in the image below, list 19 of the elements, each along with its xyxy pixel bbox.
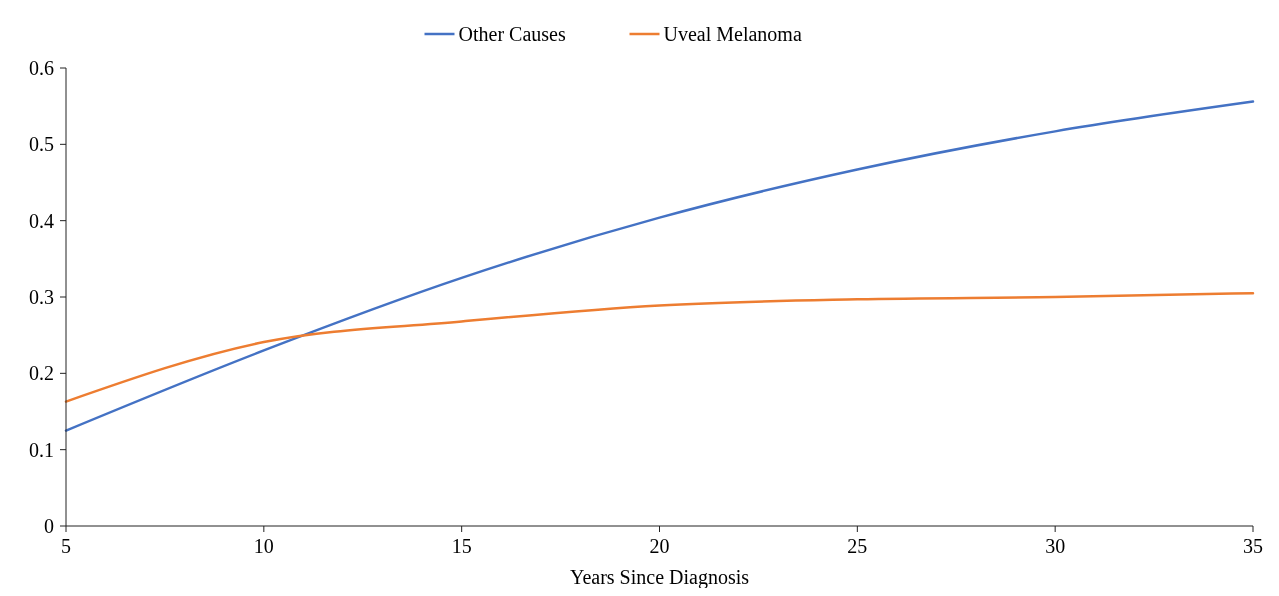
x-tick-label: 20	[649, 535, 670, 557]
x-tick-label: 35	[1243, 535, 1263, 557]
y-tick-label: 0.1	[29, 438, 54, 461]
y-tick-label: 0.2	[29, 362, 54, 385]
y-tick-label: 0.3	[29, 286, 54, 308]
legend-label: Uveal Melanoma	[663, 23, 802, 45]
y-tick-label: 0.4	[29, 209, 54, 232]
x-tick-label: 30	[1045, 535, 1066, 557]
x-tick-label: 10	[253, 535, 274, 557]
x-tick-label: 25	[847, 535, 868, 557]
x-tick-label: 5	[61, 535, 71, 557]
line-series	[64, 100, 1255, 432]
legend-label: Other Causes	[458, 23, 566, 45]
y-tick-label: 0.6	[29, 57, 54, 79]
x-axis-title: Years Since Diagnosis	[569, 566, 750, 589]
y-tick-label: 0	[44, 515, 54, 537]
line-series	[64, 291, 1255, 403]
y-tick-label: 0.5	[29, 133, 54, 156]
x-tick-label: 15	[451, 535, 472, 557]
